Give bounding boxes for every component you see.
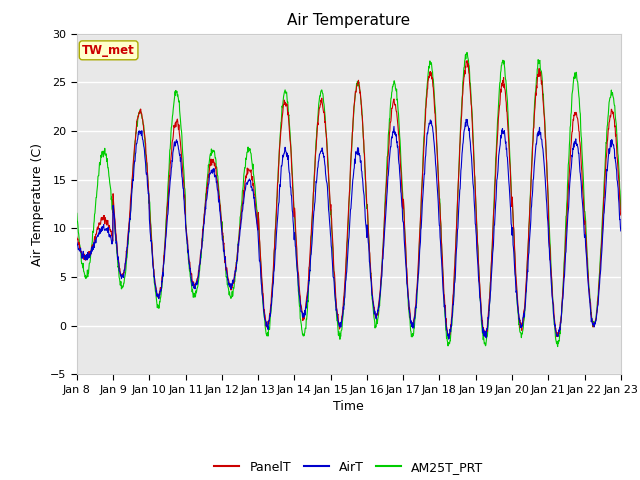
AM25T_PRT <box>553 340 561 346</box>
PanelT <box>194 275 202 281</box>
PanelT <box>255 216 262 222</box>
Text: TW_met: TW_met <box>82 44 135 57</box>
AM25T_PRT <box>463 49 471 55</box>
Title: Air Temperature: Air Temperature <box>287 13 410 28</box>
Line: AirT: AirT <box>77 120 621 339</box>
AirT <box>617 228 625 234</box>
AirT <box>194 276 202 282</box>
AM25T_PRT <box>180 185 188 191</box>
AM25T_PRT <box>554 344 561 349</box>
AirT <box>180 207 188 213</box>
PanelT <box>180 192 188 198</box>
AM25T_PRT <box>433 144 441 150</box>
Line: PanelT: PanelT <box>77 61 621 338</box>
PanelT <box>505 142 513 147</box>
X-axis label: Time: Time <box>333 400 364 413</box>
PanelT <box>553 334 561 339</box>
Legend: PanelT, AirT, AM25T_PRT: PanelT, AirT, AM25T_PRT <box>209 456 488 479</box>
PanelT <box>73 234 81 240</box>
PanelT <box>433 148 441 154</box>
AM25T_PRT <box>255 217 262 223</box>
AirT <box>505 180 513 185</box>
Y-axis label: Air Temperature (C): Air Temperature (C) <box>31 143 44 265</box>
AirT <box>553 332 561 338</box>
Line: AM25T_PRT: AM25T_PRT <box>77 52 621 347</box>
AirT <box>433 181 441 187</box>
PanelT <box>463 58 471 64</box>
PanelT <box>445 336 452 341</box>
AM25T_PRT <box>617 207 625 213</box>
AirT <box>73 240 81 245</box>
AirT <box>462 117 470 122</box>
AirT <box>255 242 262 248</box>
AM25T_PRT <box>505 122 513 128</box>
AM25T_PRT <box>194 284 202 289</box>
AirT <box>445 336 452 342</box>
PanelT <box>617 212 625 218</box>
AM25T_PRT <box>73 210 81 216</box>
